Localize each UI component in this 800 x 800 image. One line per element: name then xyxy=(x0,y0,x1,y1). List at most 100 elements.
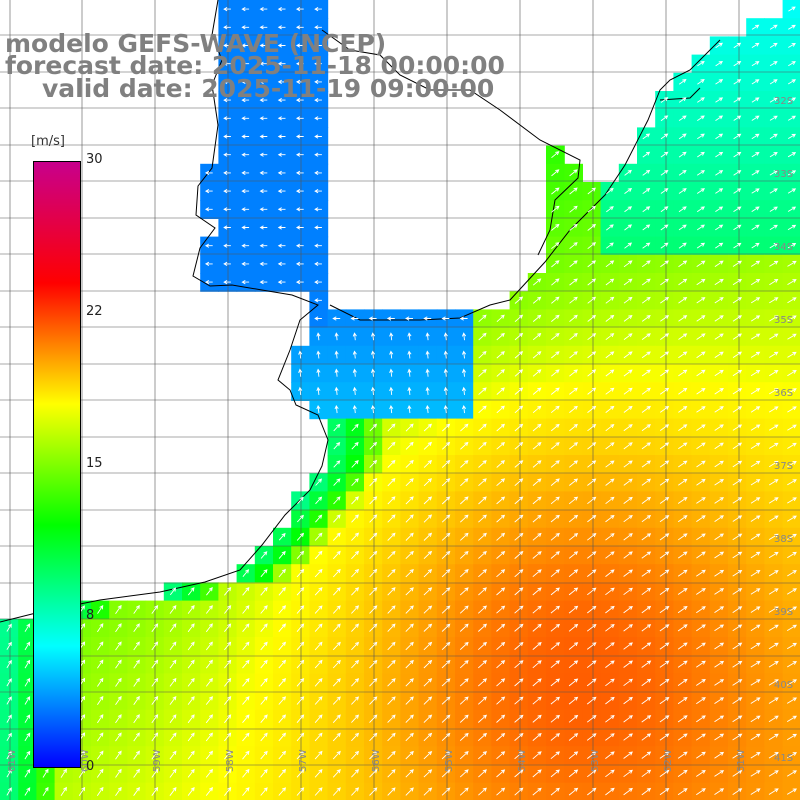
wind-arrow xyxy=(333,423,341,432)
wind-arrow xyxy=(587,514,597,523)
wind-arrow xyxy=(550,478,560,486)
wind-arrow xyxy=(423,641,433,651)
wind-arrow xyxy=(769,297,779,304)
wind-arrow xyxy=(389,368,394,377)
wind-arrow xyxy=(187,605,195,614)
wind-arrow xyxy=(587,387,597,395)
wind-arrow xyxy=(659,533,670,541)
wind-arrow xyxy=(223,43,231,48)
wind-arrow xyxy=(677,733,688,741)
wind-arrow xyxy=(750,497,761,504)
wind-arrow xyxy=(223,98,231,103)
wind-arrow xyxy=(551,260,560,268)
wind-arrow xyxy=(606,187,614,195)
wind-arrow xyxy=(314,207,322,212)
wind-arrow xyxy=(387,441,396,450)
wind-arrow xyxy=(352,350,357,359)
wind-arrow xyxy=(715,242,724,249)
wind-arrow xyxy=(78,768,86,778)
wind-arrow xyxy=(732,533,743,541)
wind-arrow xyxy=(314,623,323,632)
wind-arrow xyxy=(659,642,670,650)
wind-arrow xyxy=(569,205,578,213)
wind-arrow xyxy=(42,768,49,778)
wind-arrow xyxy=(115,768,122,778)
wind-arrow xyxy=(677,697,688,705)
wind-arrow xyxy=(298,350,303,359)
wind-arrow xyxy=(296,532,305,541)
valid-date: valid date: 2025-11-19 09:00:00 xyxy=(42,74,495,103)
wind-arrow xyxy=(641,387,651,395)
wind-arrow xyxy=(660,242,669,249)
wind-arrow xyxy=(605,678,615,687)
wind-arrow xyxy=(769,279,779,286)
wind-arrow xyxy=(443,386,448,395)
wind-arrow xyxy=(715,60,723,67)
wind-arrow xyxy=(568,533,579,541)
wind-arrow xyxy=(587,605,597,614)
wind-arrow xyxy=(605,642,615,650)
wind-arrow xyxy=(496,387,505,395)
wind-arrow xyxy=(277,189,286,194)
wind-arrow xyxy=(260,551,268,559)
wind-arrow xyxy=(314,714,323,724)
wind-arrow xyxy=(532,678,542,687)
wind-arrow xyxy=(696,206,705,213)
wind-arrow xyxy=(514,660,524,669)
wind-arrow xyxy=(586,733,597,741)
wind-arrow xyxy=(133,768,140,778)
wind-arrow xyxy=(169,605,177,614)
wind-arrow xyxy=(769,242,779,249)
wind-arrow xyxy=(169,641,177,651)
wind-arrow xyxy=(696,533,706,541)
wind-arrow xyxy=(459,623,469,632)
wind-arrow xyxy=(260,696,268,705)
wind-arrow xyxy=(278,659,287,669)
wind-arrow xyxy=(387,587,396,596)
wind-arrow xyxy=(568,733,579,741)
wind-arrow xyxy=(587,424,597,432)
wind-arrow xyxy=(369,514,378,523)
wind-arrow xyxy=(296,550,305,559)
wind-arrow xyxy=(477,641,488,651)
wind-arrow xyxy=(787,152,797,158)
wind-arrow xyxy=(514,569,524,578)
wind-arrow xyxy=(750,460,761,468)
wind-arrow xyxy=(278,532,286,541)
wind-arrow xyxy=(478,369,487,377)
wind-arrow xyxy=(532,714,542,723)
wind-arrow xyxy=(314,659,323,669)
wind-arrow xyxy=(115,641,122,651)
wind-arrow xyxy=(750,533,761,541)
wind-arrow xyxy=(733,151,742,158)
wind-arrow xyxy=(768,515,779,522)
wind-arrow xyxy=(787,497,797,504)
wind-arrow xyxy=(224,714,232,724)
wind-arrow xyxy=(532,641,542,650)
wind-arrow xyxy=(277,79,286,84)
wind-arrow xyxy=(205,714,213,724)
wind-arrow xyxy=(259,7,268,12)
wind-arrow xyxy=(750,697,761,704)
wind-arrow xyxy=(405,496,414,505)
wind-arrow xyxy=(568,751,579,760)
wind-arrow xyxy=(696,660,706,668)
wind-arrow xyxy=(787,533,797,540)
wind-arrow xyxy=(370,332,376,341)
wind-arrow xyxy=(696,678,706,686)
wind-arrow xyxy=(696,333,706,340)
wind-arrow xyxy=(223,170,231,175)
wind-arrow xyxy=(678,387,688,395)
wind-arrow xyxy=(351,714,360,723)
wind-arrow xyxy=(714,679,725,686)
wind-arrow xyxy=(459,605,469,614)
wind-arrow xyxy=(641,605,652,614)
wind-arrow xyxy=(332,316,341,321)
wind-arrow xyxy=(478,478,487,487)
wind-arrow xyxy=(496,405,505,414)
wind-arrow xyxy=(241,43,250,48)
wind-arrow xyxy=(769,224,778,231)
wind-arrow xyxy=(351,623,360,632)
wind-arrow xyxy=(732,315,742,322)
